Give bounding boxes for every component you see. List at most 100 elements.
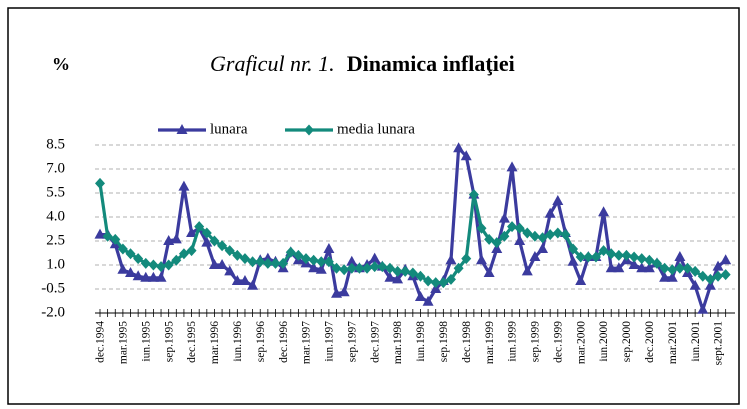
point (170, 233, 182, 244)
point (209, 235, 220, 247)
x-tick-label: dec.1998 (461, 321, 473, 363)
point (362, 262, 373, 274)
point (308, 254, 319, 266)
point (338, 286, 350, 297)
point (171, 254, 182, 266)
y-tick-label: 7.0 (46, 160, 65, 176)
point (651, 257, 662, 269)
x-tick-label: mar.1997 (301, 321, 313, 364)
chart-title: Graficul nr. 1. Dinamica inflaţiei (210, 51, 515, 76)
point (498, 212, 510, 223)
legend-marker (176, 124, 188, 134)
point (628, 259, 640, 269)
point (316, 256, 327, 268)
point (117, 243, 128, 255)
point (445, 273, 456, 285)
point (606, 248, 617, 260)
point (476, 254, 487, 265)
point (445, 254, 457, 265)
point (285, 246, 296, 258)
x-tick-label: sep.1997 (346, 321, 358, 362)
point (354, 262, 365, 274)
point (270, 257, 281, 269)
x-tick-label: mar.2001 (667, 321, 679, 364)
x-tick-label: sept.2001 (713, 321, 725, 366)
point (384, 271, 396, 282)
point (514, 235, 526, 245)
point (155, 271, 167, 282)
x-tick-label: dec.1999 (552, 321, 564, 363)
point (491, 237, 502, 249)
x-tick-label: mar.1999 (484, 321, 496, 364)
point (643, 262, 655, 273)
x-tick-label: iun.1996 (232, 321, 244, 362)
point (301, 253, 312, 265)
point (117, 263, 129, 274)
point (682, 262, 693, 274)
point (339, 264, 350, 276)
y-tick-label: -2.0 (41, 304, 65, 320)
x-tick-label: sep.1998 (438, 321, 450, 362)
point (346, 262, 357, 274)
point (461, 253, 472, 265)
point (636, 262, 648, 273)
point (392, 265, 403, 277)
x-tick-label: iun.1998 (415, 321, 427, 362)
point (476, 222, 487, 234)
x-tick-label: mar.1995 (118, 321, 130, 364)
point (293, 249, 304, 261)
y-tick-label: 8.5 (46, 136, 65, 152)
point (712, 260, 724, 271)
point (216, 259, 228, 269)
point (132, 270, 144, 281)
point (377, 261, 388, 273)
point (629, 251, 640, 263)
point (224, 245, 235, 257)
point (659, 262, 670, 274)
point (414, 291, 426, 301)
point (666, 271, 678, 282)
point (636, 253, 647, 265)
legend-label: media lunara (337, 121, 415, 137)
y-tick-label: 5.5 (46, 184, 65, 200)
point (194, 221, 205, 233)
point (484, 233, 495, 245)
point (278, 257, 289, 269)
point (598, 245, 609, 257)
point (720, 269, 731, 281)
point (125, 267, 137, 277)
point (521, 265, 533, 276)
point (506, 161, 518, 172)
x-tick-label: iun.1997 (324, 321, 336, 362)
y-tick-label: -0.5 (41, 280, 65, 296)
point (247, 256, 258, 268)
point (239, 275, 251, 285)
y-tick-label: 2.5 (46, 232, 65, 248)
point (156, 261, 167, 273)
point (125, 248, 136, 260)
x-tick-label: dec.1994 (95, 321, 107, 363)
point (323, 243, 335, 253)
point (147, 271, 159, 282)
x-tick-label: iun.2000 (598, 321, 610, 362)
point (369, 261, 380, 273)
point (583, 251, 594, 263)
x-tick-label: sep.2000 (621, 321, 633, 362)
point (262, 257, 273, 269)
point (659, 271, 671, 282)
point (407, 267, 418, 279)
legend-label: lunara (210, 121, 248, 137)
point (95, 177, 105, 189)
point (537, 243, 549, 253)
title-prefix: Graficul nr. 1. (210, 51, 335, 76)
point (460, 150, 472, 161)
point (544, 207, 556, 218)
point (689, 279, 701, 290)
point (102, 230, 113, 242)
point (552, 227, 563, 239)
point (430, 277, 441, 289)
point (323, 256, 334, 268)
y-tick-label: 4.0 (46, 208, 65, 224)
x-tick-label: dec.1997 (369, 321, 381, 363)
